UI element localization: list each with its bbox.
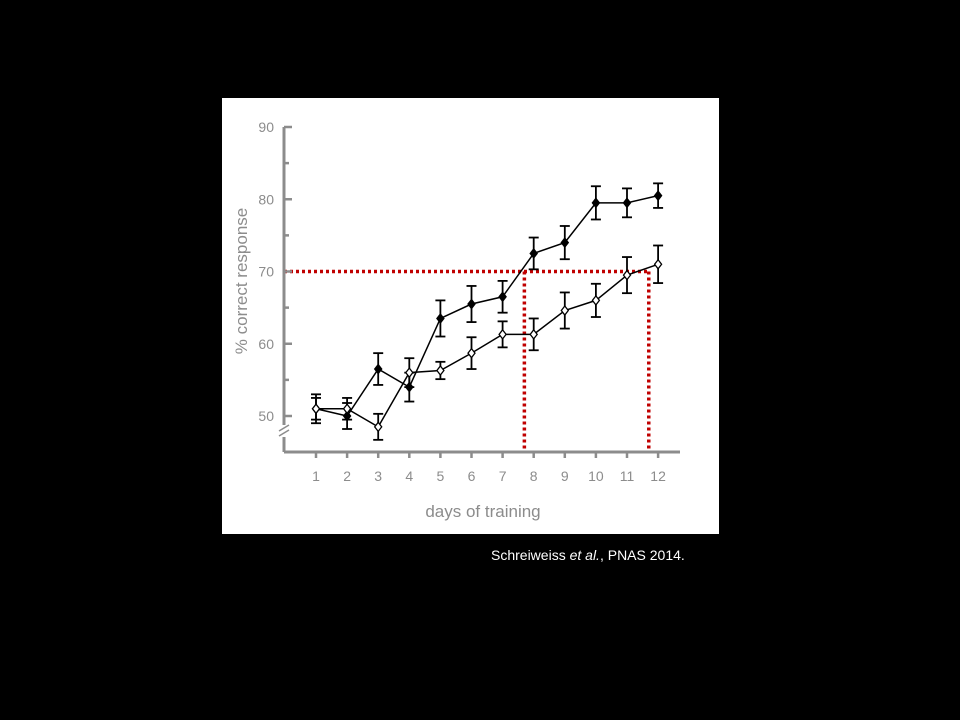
- y-axis-label: % correct response: [232, 208, 251, 354]
- series-line: [315, 194, 659, 417]
- data-point: [622, 197, 632, 209]
- axis-break-mark: [278, 429, 290, 437]
- series-layer: [311, 182, 664, 441]
- chart-panel: 50 60 70 80 90 1 2 3 4 5 6 7 8 9 10 11 12 days of traini…: [222, 98, 719, 534]
- x-tick-label: 3: [374, 468, 382, 484]
- data-point: [436, 312, 445, 325]
- data-point: [311, 403, 321, 415]
- data-point: [467, 298, 476, 310]
- y-tick-label: 50: [258, 408, 274, 424]
- x-tick-label: 10: [588, 468, 604, 484]
- data-point: [653, 258, 663, 270]
- data-point: [467, 347, 476, 359]
- x-tick-label: 9: [561, 468, 569, 484]
- x-tick-label: 4: [405, 468, 413, 484]
- threshold-lines: [284, 269, 651, 450]
- data-point: [498, 291, 507, 303]
- data-point: [591, 294, 601, 306]
- citation-etal: et al.: [569, 547, 600, 563]
- data-point: [529, 247, 539, 259]
- y-tick-label: 90: [258, 119, 274, 135]
- y-tick-label: 80: [258, 191, 274, 207]
- x-axis-label: days of training: [425, 502, 540, 521]
- data-point: [622, 269, 632, 281]
- data-point: [560, 304, 570, 317]
- y-tick-label: 60: [258, 336, 274, 352]
- x-tick-label: 6: [468, 468, 476, 484]
- series-line: [316, 263, 659, 428]
- citation-authors: Schreiweiss: [491, 547, 570, 563]
- x-tick-label: 2: [343, 468, 351, 484]
- data-point: [373, 421, 383, 433]
- citation: Schreiweiss et al., PNAS 2014.: [491, 547, 685, 563]
- data-point: [529, 328, 539, 340]
- data-point: [591, 197, 601, 209]
- data-point: [498, 328, 507, 340]
- data-point: [560, 237, 570, 249]
- x-tick-label: 11: [620, 468, 635, 484]
- data-point: [404, 367, 414, 379]
- y-tick-label: 70: [258, 264, 274, 280]
- data-point: [653, 190, 663, 202]
- x-tick-label: 1: [312, 468, 320, 484]
- x-tick-label: 7: [499, 468, 507, 484]
- data-point: [373, 363, 383, 375]
- data-point: [436, 364, 445, 377]
- axis-break-mark: [278, 424, 290, 432]
- citation-journal: , PNAS 2014.: [599, 547, 685, 563]
- x-tick-label: 5: [437, 468, 445, 484]
- x-tick-label: 8: [530, 468, 538, 484]
- data-point: [342, 403, 352, 415]
- x-tick-label: 12: [650, 468, 666, 484]
